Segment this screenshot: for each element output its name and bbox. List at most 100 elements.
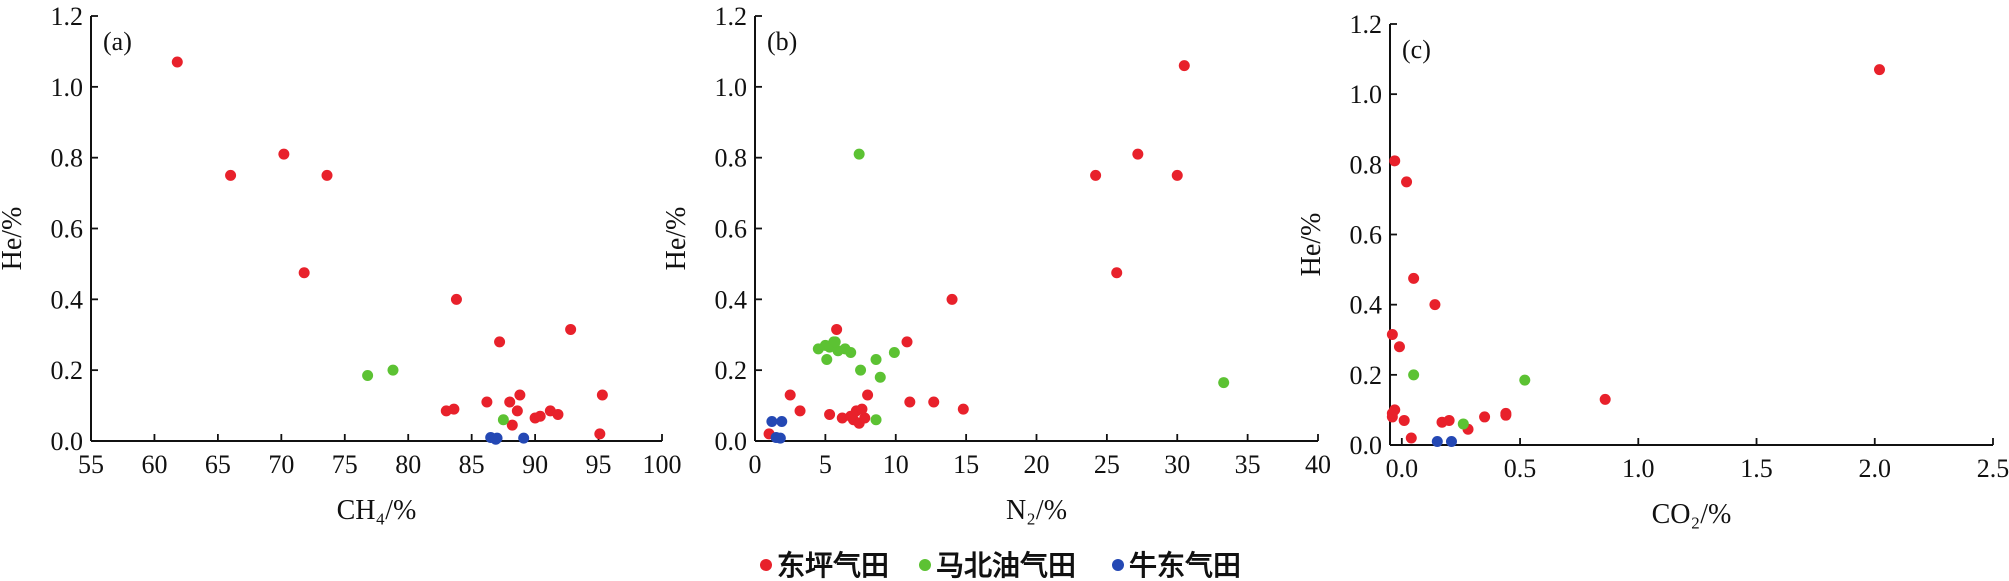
panel-c-point-mabei: [1408, 369, 1420, 381]
panel-b-point-dongping: [856, 403, 868, 415]
panel-b-x-tick-label: 30: [1164, 450, 1190, 479]
panel-c-label: (c): [1402, 35, 1431, 64]
panel-b-point-dongping: [859, 412, 871, 424]
panel-b-point-mabei: [870, 414, 882, 426]
panel-a-x-tick-label: 100: [643, 450, 682, 479]
panel-c-y-tick-label: 1.2: [1350, 10, 1383, 39]
panel-c-point-dongping: [1389, 404, 1401, 416]
panel-c-point-dongping: [1405, 432, 1417, 444]
panel-a-y-tick-label: 0.6: [51, 215, 84, 244]
panel-a-point-dongping: [448, 403, 460, 415]
panel-a-y-tick-label: 1.2: [51, 2, 84, 31]
panel-c-point-dongping: [1393, 341, 1405, 353]
panel-a-x-tick-label: 90: [522, 450, 548, 479]
panel-a-x-tick-label: 55: [78, 450, 104, 479]
panel-c-y-tick-label: 0.8: [1350, 150, 1383, 179]
panel-a-point-dongping: [552, 408, 564, 420]
panel-b-point-dongping: [901, 336, 913, 348]
panel-b-point-mabei: [870, 354, 882, 366]
panel-b-point-mabei: [1218, 377, 1230, 389]
panel-a-point-dongping: [494, 336, 506, 348]
panel-b-point-niudong: [774, 432, 786, 444]
panel-b-point-dongping: [1178, 60, 1190, 72]
panel-a-x-tick-label: 80: [395, 450, 421, 479]
panel-c-point-mabei: [1457, 418, 1469, 430]
panel-a-point-dongping: [534, 410, 546, 422]
panel-c-x-tick-label: 0.0: [1386, 454, 1419, 483]
panel-a-point-mabei: [497, 414, 509, 426]
panel-b-point-dongping: [831, 323, 843, 335]
panel-b-point-dongping: [928, 396, 940, 408]
panel-b-y-tick-label: 0.2: [715, 356, 748, 385]
panel-a-point-niudong: [518, 432, 530, 444]
panel-a-point-dongping: [596, 389, 608, 401]
panel-a-x-tick-label: 85: [459, 450, 485, 479]
panel-c-y-tick-label: 1.0: [1350, 80, 1383, 109]
panel-b-x-tick-label: 15: [953, 450, 979, 479]
panel-a-x-tick-label: 65: [205, 450, 231, 479]
panel-b-y-tick-label: 0.8: [715, 144, 748, 173]
panel-b-x-axis-label: N₂/%: [1006, 495, 1067, 526]
panel-a-point-dongping: [504, 396, 516, 408]
panel-b-x-tick-label: 25: [1094, 450, 1120, 479]
panel-a-x-tick-label: 75: [332, 450, 358, 479]
panel-c-point-dongping: [1429, 299, 1441, 311]
panel-a-point-dongping: [450, 293, 462, 305]
panel-c-x-tick-label: 0.5: [1504, 454, 1537, 483]
panel-b-x-tick-label: 0: [749, 450, 762, 479]
panel-a-point-dongping: [171, 56, 183, 68]
panel-b-y-tick-label: 0.4: [715, 285, 748, 314]
panel-a-y-axis-label: He/%: [0, 207, 28, 271]
panel-b-x-tick-label: 40: [1305, 450, 1331, 479]
panel-b-point-dongping: [862, 389, 874, 401]
panel-c-x-tick-label: 2.0: [1859, 454, 1892, 483]
panel-c-point-niudong: [1445, 435, 1457, 447]
panel-c-x-axis-label: CO₂/%: [1652, 499, 1732, 530]
panel-a-point-dongping: [514, 389, 526, 401]
panel-a-point-mabei: [387, 364, 399, 376]
panel-c-y-tick-label: 0.6: [1350, 221, 1383, 250]
panel-b-y-axis-label: He/%: [661, 207, 692, 271]
panel-b-label: (b): [767, 27, 797, 56]
panel-b-y-tick-label: 1.0: [715, 73, 748, 102]
panel-b-x-tick-label: 10: [883, 450, 909, 479]
panel-b-point-niudong: [776, 416, 788, 428]
panel-c-point-dongping: [1398, 414, 1410, 426]
panel-a-y-tick-label: 0.8: [51, 144, 84, 173]
panel-a-label: (a): [103, 27, 132, 56]
panel-a-x-axis-label: CH₄/%: [337, 495, 417, 526]
panel-c-x-tick-label: 1.5: [1740, 454, 1773, 483]
panel-c-point-dongping: [1401, 176, 1413, 188]
panel-a-point-dongping: [298, 267, 310, 279]
panel-a-point-dongping: [225, 169, 237, 181]
panel-a-x-tick-label: 95: [586, 450, 612, 479]
panel-c-point-dongping: [1500, 407, 1512, 419]
panel-a-x-tick-label: 60: [141, 450, 167, 479]
panel-b-point-dongping: [904, 396, 916, 408]
panel-b-x-tick-label: 35: [1235, 450, 1261, 479]
panel-b-point-dongping: [946, 293, 958, 305]
panel-a-y-tick-label: 1.0: [51, 73, 84, 102]
panel-b-point-dongping: [824, 408, 836, 420]
panel-b-point-mabei: [855, 364, 867, 376]
panel-c-point-niudong: [1431, 435, 1443, 447]
panel-c-point-dongping: [1599, 393, 1611, 405]
panel-b-point-mabei: [845, 346, 857, 358]
panel-a-point-dongping: [278, 148, 290, 160]
panel-b-point-mabei: [874, 371, 886, 383]
panel-a-point-mabei: [362, 369, 374, 381]
panel-b-point-dongping: [957, 403, 969, 415]
panel-b-x-tick-label: 5: [819, 450, 832, 479]
panel-c-point-dongping: [1386, 328, 1398, 340]
panel-a-point-dongping: [321, 169, 333, 181]
panel-a-point-dongping: [511, 405, 523, 417]
panel-b-point-mabei: [888, 346, 900, 358]
panel-c-point-mabei: [1519, 374, 1531, 386]
panel-a-y-tick-label: 0.0: [51, 427, 84, 456]
panel-c-y-axis-label: He/%: [1296, 213, 1327, 277]
panel-c-point-dongping: [1873, 64, 1885, 76]
panel-a-x-tick-label: 70: [268, 450, 294, 479]
panel-b-y-tick-label: 0.6: [715, 215, 748, 244]
